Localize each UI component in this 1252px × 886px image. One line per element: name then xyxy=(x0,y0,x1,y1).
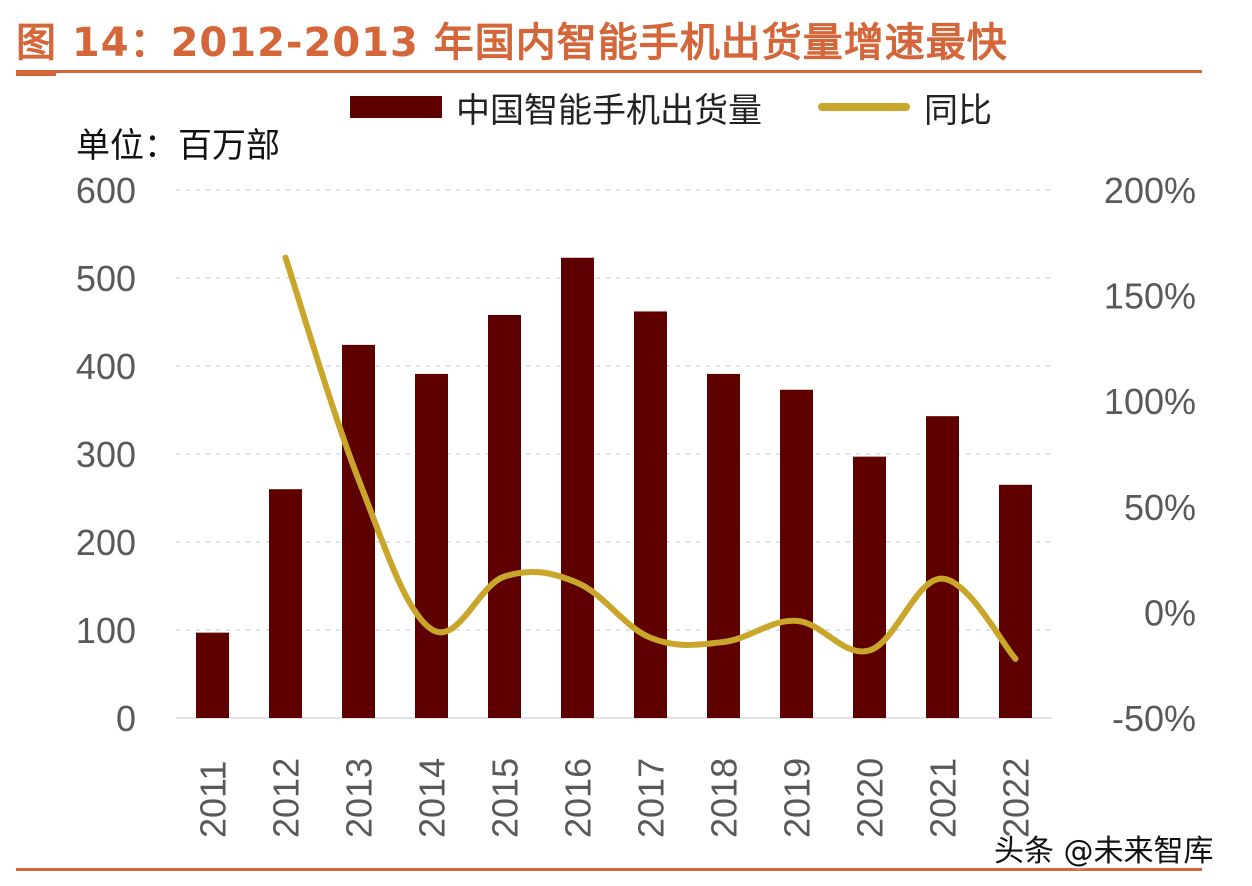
figure-title: 图 14：2012-2013 年国内智能手机出货量增速最快 xyxy=(16,20,1008,66)
x-tick-label-2019: 2019 xyxy=(777,758,818,838)
bar-2018 xyxy=(707,373,740,718)
legend-item-bar: 中国智能手机出货量 xyxy=(350,83,762,132)
line-layer xyxy=(282,254,1019,662)
legend-bar-label: 中国智能手机出货量 xyxy=(456,90,762,131)
x-tick-label-2017: 2017 xyxy=(631,758,672,838)
y-left-tick-label-300: 300 xyxy=(76,434,136,475)
y-right-tick-label-0: 0% xyxy=(1144,592,1196,633)
y-right-tick-label-200: 200% xyxy=(1104,170,1196,211)
legend-line-swatch xyxy=(818,103,910,111)
bar-2013 xyxy=(342,344,375,718)
legend-bar-swatch xyxy=(350,96,442,118)
y-right-tick-label-100: 100% xyxy=(1104,381,1196,422)
y-right-tick-label--50: -50% xyxy=(1112,698,1196,739)
footer-rule xyxy=(16,868,1202,871)
y-left-tick-label-500: 500 xyxy=(76,258,136,299)
y-left-tick-label-400: 400 xyxy=(76,346,136,387)
x-tick-label-2011: 2011 xyxy=(193,761,234,838)
axis-layer: 0 100 200 300 400 500 600 -50% 0% 50% 100% 150% 200%… xyxy=(76,170,1196,838)
y-left-tick-label-600: 600 xyxy=(76,170,136,211)
bar-layer xyxy=(196,257,1032,718)
legend-item-line: 同比 xyxy=(818,83,992,132)
unit-label: 单位：百万部 xyxy=(76,126,280,166)
title-underline xyxy=(16,70,1202,73)
grid-layer xyxy=(176,189,1052,719)
x-tick-label-2012: 2012 xyxy=(266,758,307,838)
legend-line-label: 同比 xyxy=(924,90,992,131)
y-right-tick-label-50: 50% xyxy=(1124,487,1196,528)
x-tick-label-2018: 2018 xyxy=(704,758,745,838)
x-tick-label-2021: 2021 xyxy=(923,758,964,838)
y-left-tick-label-0: 0 xyxy=(116,698,136,739)
x-tick-label-2015: 2015 xyxy=(485,758,526,838)
chart-legend: 中国智能手机出货量 同比 xyxy=(350,83,1048,132)
y-left-tick-label-100: 100 xyxy=(76,610,136,651)
bar-2011 xyxy=(196,632,229,718)
bar-2020 xyxy=(853,456,886,718)
y-left-tick-label-200: 200 xyxy=(76,522,136,563)
bar-2012 xyxy=(269,489,302,718)
x-tick-label-2020: 2020 xyxy=(850,758,891,838)
x-tick-label-2016: 2016 xyxy=(558,758,599,838)
y-right-tick-label-150: 150% xyxy=(1104,276,1196,317)
bar-2017 xyxy=(634,311,667,718)
x-tick-label-2022: 2022 xyxy=(996,758,1037,838)
x-tick-label-2014: 2014 xyxy=(412,758,453,838)
bar-2021 xyxy=(926,416,959,718)
title-underline-accent xyxy=(16,73,56,76)
yoy-line xyxy=(282,254,1019,662)
x-tick-label-2013: 2013 xyxy=(339,758,380,838)
bar-2016 xyxy=(561,257,594,718)
watermark: 头条 @未来智库 xyxy=(994,834,1214,869)
bar-2014 xyxy=(415,373,448,718)
bar-2022 xyxy=(999,484,1032,718)
bar-2019 xyxy=(780,389,813,718)
bar-2015 xyxy=(488,314,521,718)
